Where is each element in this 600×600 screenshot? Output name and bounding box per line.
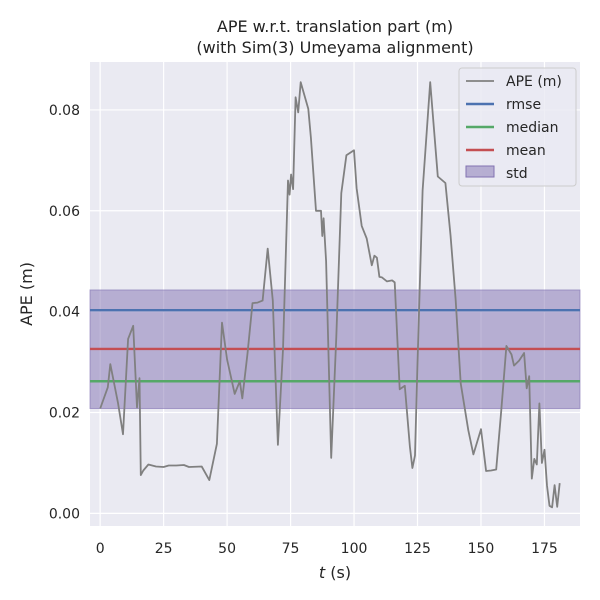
y-tick-label: 0.04 — [49, 305, 80, 321]
chart-subtitle: (with Sim(3) Umeyama alignment) — [196, 38, 473, 57]
y-axis-label: APE (m) — [17, 262, 36, 326]
y-tick-label: 0.08 — [49, 103, 80, 119]
x-axis-unit: (s) — [325, 563, 351, 582]
x-tick-labels: 0 25 50 75 100 125 150 175 — [96, 541, 558, 557]
y-tick-label: 0.00 — [49, 506, 80, 522]
legend-label-median: median — [506, 120, 558, 136]
y-tick-label: 0.02 — [49, 406, 80, 422]
y-tick-labels: 0.00 0.02 0.04 0.06 0.08 — [49, 103, 80, 522]
x-axis-label: t (s) — [319, 563, 351, 582]
x-tick-label: 0 — [96, 541, 105, 557]
x-tick-label: 100 — [341, 541, 368, 557]
legend-swatch-std — [465, 165, 495, 178]
legend: APE (m) rmse median mean std — [458, 67, 577, 187]
x-tick-label: 150 — [468, 541, 495, 557]
legend-label-rmse: rmse — [506, 97, 541, 113]
x-tick-label: 75 — [282, 541, 300, 557]
legend-frame — [458, 67, 577, 187]
legend-label-mean: mean — [506, 143, 546, 159]
ape-series-line — [99, 81, 561, 509]
legend-label-ape: APE (m) — [506, 74, 562, 90]
x-tick-label: 50 — [218, 541, 236, 557]
legend-label-std: std — [506, 166, 528, 182]
x-tick-label: 125 — [404, 541, 431, 557]
x-tick-label: 25 — [155, 541, 173, 557]
y-tick-label: 0.06 — [49, 204, 80, 220]
x-axis-variable: t — [319, 563, 326, 582]
chart-title: APE w.r.t. translation part (m) — [217, 17, 453, 36]
x-tick-label: 175 — [531, 541, 558, 557]
